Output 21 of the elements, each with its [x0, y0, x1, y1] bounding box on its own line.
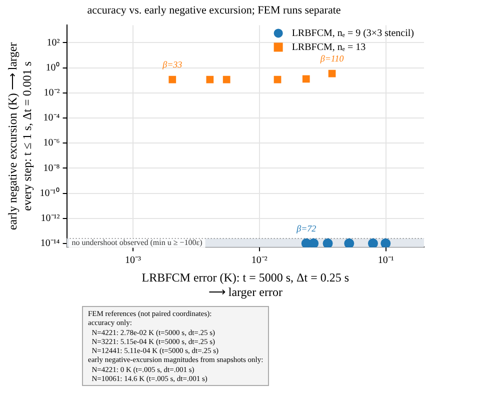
y-tick-label: 10⁻⁶	[43, 138, 60, 149]
legend-label: LRBFCM, nₑ = 13	[292, 42, 366, 53]
annotation: β=72	[296, 223, 317, 234]
y-tick-label: 10⁻⁸	[43, 162, 60, 174]
y-axis-title: early negative excursion (K) ⟶ larger every step: t ≤ 1 s, Δt = 0.001 s	[5, 42, 34, 230]
y-tick-label: 10⁻¹⁰	[40, 186, 60, 199]
x-tick-label: 10⁻²	[251, 254, 268, 266]
y-tick-label: 10²	[46, 37, 60, 48]
y-tick-label: 10⁻¹²	[40, 212, 60, 224]
chart-title: accuracy vs. early negative excursion; FEM runs separate	[87, 4, 341, 16]
x-tick-label: 10⁻³	[124, 254, 141, 266]
annotation: β=110	[319, 53, 344, 64]
y-tick-label: 10⁻⁴	[43, 112, 60, 124]
x-tick-label: 10⁻¹	[378, 254, 394, 266]
y-tick-label: 10⁰	[46, 61, 60, 74]
legend-label: LRBFCM, nₑ = 9 (3×3 stencil)	[292, 28, 414, 39]
band-label: no undershoot observed (min u ≥ −100ε)	[72, 238, 203, 247]
y-tick-label: 10⁻²	[44, 88, 60, 99]
y-tick-label: 10⁻¹⁴	[40, 238, 60, 250]
x-axis-title: LRBFCM error (K): t = 5000 s, Δt = 0.25 s ⟶ larger error	[142, 270, 350, 299]
annotation: β=33	[162, 59, 183, 70]
